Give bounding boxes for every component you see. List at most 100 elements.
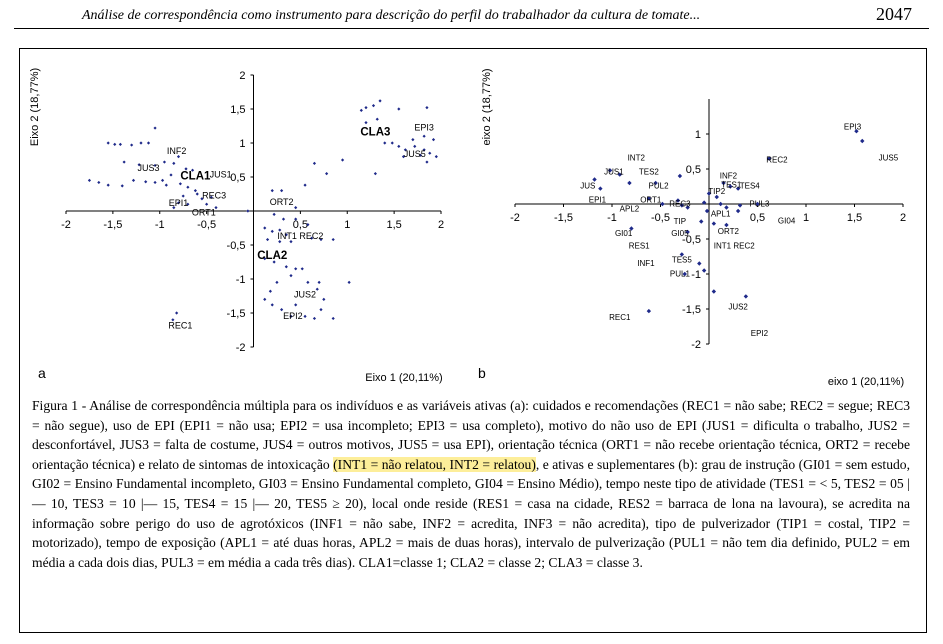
data-point-b — [721, 180, 726, 186]
data-point-a — [176, 201, 181, 205]
x-tick-label-a: -1 — [155, 219, 165, 231]
data-point-b — [675, 198, 681, 203]
data-point-a — [186, 185, 190, 189]
point-label-b: REC3 — [669, 200, 691, 209]
point-label-b: APL2 — [620, 205, 640, 214]
data-point-a — [214, 206, 218, 210]
data-point-a — [413, 144, 417, 148]
data-point-a — [284, 265, 288, 269]
data-point-b — [714, 194, 719, 200]
point-label-b: GI04 — [778, 216, 796, 225]
point-label-b: PUL3 — [749, 200, 770, 209]
data-point-a — [178, 182, 182, 186]
data-point-a — [331, 237, 335, 242]
data-point-b — [766, 156, 772, 161]
data-point-a — [280, 308, 284, 312]
data-point-a — [169, 173, 173, 177]
data-point-b — [660, 201, 665, 207]
data-point-b — [646, 308, 652, 314]
point-label-b: JUS2 — [728, 303, 748, 312]
data-point-a — [397, 144, 401, 148]
point-label-a: EPI1 — [169, 198, 189, 208]
point-label-b: GI01 — [615, 229, 633, 238]
point-label-a: EPI2 — [283, 311, 303, 321]
y-tick-label-a: 2 — [239, 70, 245, 82]
data-point-a — [120, 184, 124, 188]
point-label-b: ORT1 — [640, 195, 662, 204]
data-point-a — [268, 289, 272, 293]
x-axis-title-a: Eixo 1 (20,11%) — [365, 372, 442, 384]
y-tick-label-b: 1 — [695, 129, 701, 141]
data-point-b — [697, 261, 702, 266]
data-point-a — [176, 155, 181, 159]
data-point-a — [312, 161, 317, 165]
data-point-a — [418, 153, 422, 157]
data-point-a — [160, 178, 165, 182]
data-point-b — [704, 208, 710, 214]
page-number: 2047 — [876, 4, 912, 24]
point-label-b: TIP2 — [708, 187, 725, 196]
point-label-a: ORT1 — [192, 208, 216, 218]
data-point-a — [294, 206, 298, 210]
x-tick-label-a: 0,5 — [293, 219, 308, 231]
data-point-a — [431, 138, 436, 142]
point-label-a: ORT2 — [270, 197, 294, 207]
x-tick-label-a: 1 — [344, 219, 350, 231]
data-point-a — [164, 183, 168, 187]
data-point-b — [728, 184, 733, 189]
data-point-a — [319, 237, 323, 242]
data-point-a — [272, 212, 276, 216]
data-point-b — [653, 180, 658, 186]
data-point-b — [711, 289, 717, 294]
data-point-a — [425, 160, 429, 164]
data-point-a — [130, 143, 134, 147]
scatter-plot-b: -2 -1,5 -1 -0,5 0,5 1 1,5 2 1 0,5 -0,5 -1 -1,5 -2 EPI3… — [478, 68, 906, 388]
y-axis-title-b: eixo 2 (18,77%) — [481, 68, 493, 145]
point-label-a: CLA3 — [360, 126, 390, 138]
data-point-a — [181, 194, 185, 198]
data-point-a — [275, 280, 279, 284]
data-point-a — [397, 107, 401, 111]
data-point-a — [425, 106, 429, 110]
data-point-a — [278, 228, 282, 232]
data-point-b — [743, 294, 749, 299]
y-axis-title-a: Eixo 2 (18,77%) — [29, 68, 41, 146]
data-point-a — [246, 209, 250, 213]
x-tick-label-a: -2 — [61, 219, 71, 231]
data-point-a — [153, 126, 157, 130]
data-point-a — [371, 104, 376, 108]
data-point-a — [131, 178, 136, 182]
point-label-a: INT1 REC2 — [277, 231, 323, 241]
data-point-a — [422, 134, 426, 138]
data-point-a — [317, 280, 321, 284]
data-point-a — [322, 297, 326, 301]
point-label-b: JUS1 — [604, 167, 624, 176]
x-tick-label-b: 0,5 — [750, 212, 765, 224]
data-point-a — [190, 168, 195, 172]
point-label-b: TES2 — [639, 167, 660, 176]
point-label-a: JUS3 — [137, 163, 159, 173]
point-label-a: JUS2 — [294, 289, 316, 299]
data-point-a — [87, 178, 92, 182]
data-point-a — [373, 172, 377, 176]
header-rule — [14, 28, 929, 29]
data-point-a — [359, 108, 363, 112]
data-point-a — [347, 280, 351, 284]
point-label-b: EPI1 — [589, 195, 607, 204]
point-label-a: INF2 — [167, 146, 187, 156]
point-label-b: TES4 — [740, 181, 761, 190]
data-point-b — [699, 219, 704, 224]
running-title: Análise de correspondência como instrume… — [82, 8, 701, 23]
data-point-a — [172, 206, 176, 210]
data-point-a — [209, 195, 213, 199]
point-label-b: TIP — [674, 217, 686, 226]
point-label-b: INT2 — [628, 153, 646, 162]
data-point-a — [172, 161, 176, 165]
point-label-b: ORT2 — [718, 227, 740, 236]
data-point-a — [113, 142, 117, 146]
data-point-b — [755, 201, 760, 207]
data-point-a — [312, 316, 317, 321]
point-label-b: JUS — [580, 181, 595, 190]
point-label-b: INF2 — [720, 172, 738, 181]
data-point-a — [106, 141, 110, 145]
